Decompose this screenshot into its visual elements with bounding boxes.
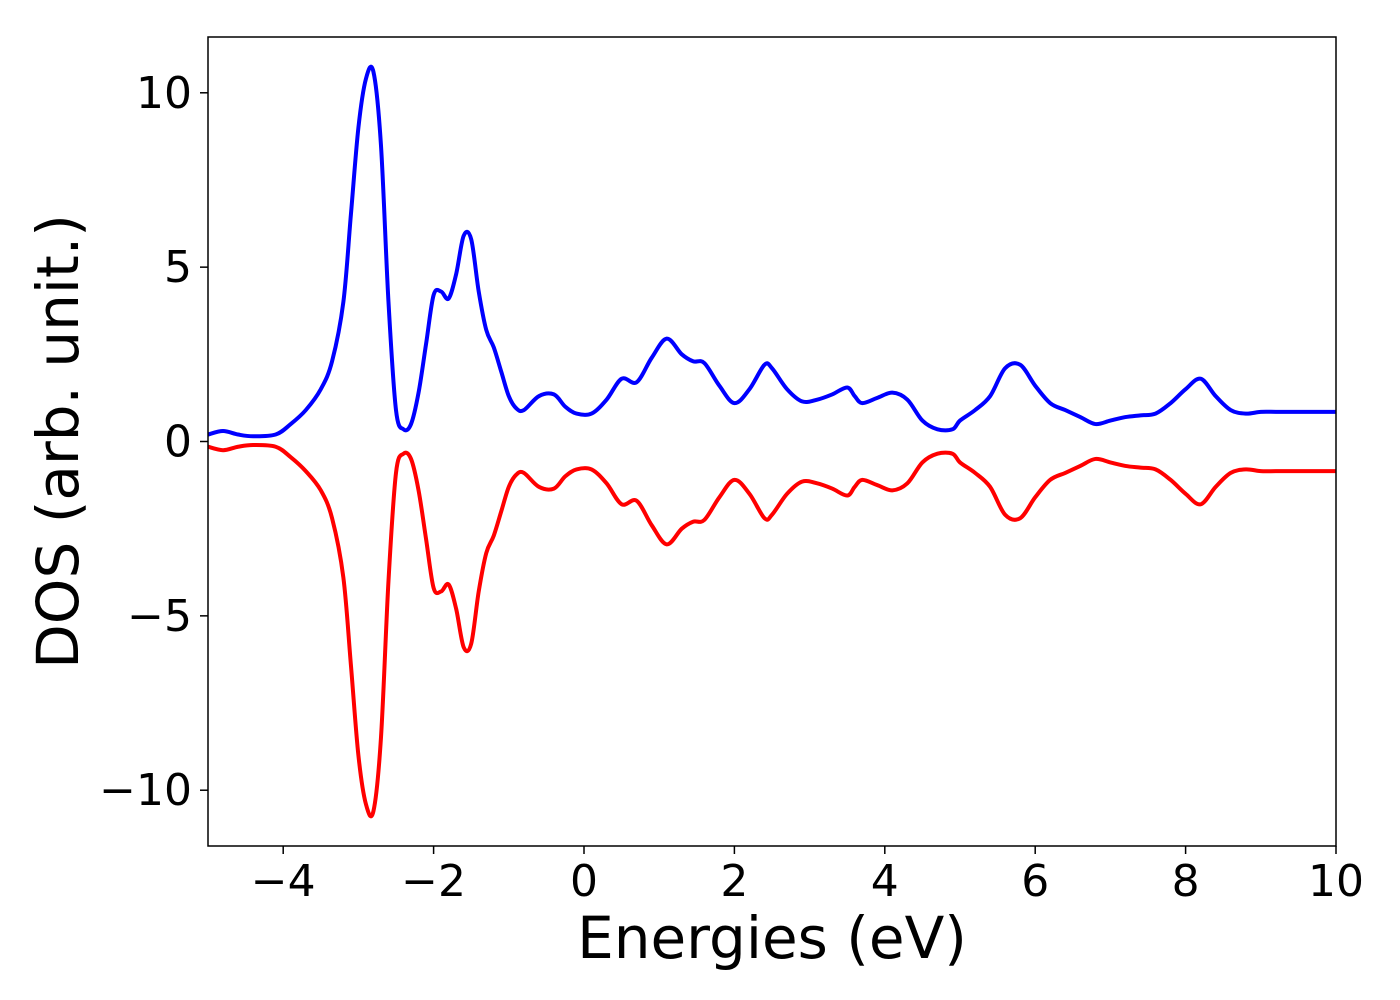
x-axis-label: Energies (eV) (577, 904, 967, 972)
plot-frame (207, 36, 1337, 847)
x-tick-label: 8 (1172, 856, 1200, 907)
x-tick-label: 6 (1021, 856, 1049, 907)
series-line-spin-down (208, 442, 1336, 819)
series-line-spin-up (208, 64, 1336, 439)
x-tick-label: 2 (720, 856, 748, 907)
x-tick-label: −2 (401, 856, 466, 907)
x-tick-label: 0 (570, 856, 598, 907)
series-layer (208, 64, 1336, 819)
x-tick-label: −4 (251, 856, 316, 907)
ticks-layer: −4 −2 0 2 4 6 8 10 −10 −5 0 5 10 (99, 68, 1364, 907)
y-tick-label: 0 (164, 417, 192, 468)
y-tick-label: 10 (136, 68, 192, 119)
y-tick-label: −10 (99, 765, 192, 816)
x-tick-label: 10 (1308, 856, 1364, 907)
y-axis-label: DOS (arb. unit.) (24, 214, 92, 669)
y-tick-label: −5 (127, 591, 192, 642)
y-tick-label: 5 (164, 242, 192, 293)
x-tick-label: 4 (871, 856, 899, 907)
